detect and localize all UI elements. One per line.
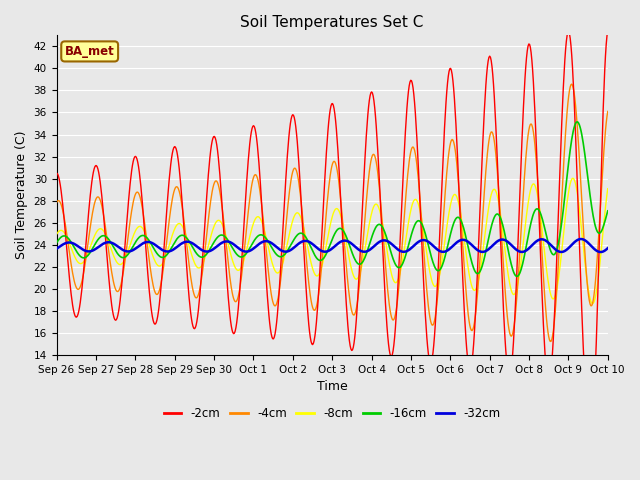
Text: BA_met: BA_met	[65, 45, 115, 58]
Y-axis label: Soil Temperature (C): Soil Temperature (C)	[15, 131, 28, 259]
X-axis label: Time: Time	[317, 380, 348, 393]
Title: Soil Temperatures Set C: Soil Temperatures Set C	[241, 15, 424, 30]
Legend: -2cm, -4cm, -8cm, -16cm, -32cm: -2cm, -4cm, -8cm, -16cm, -32cm	[159, 402, 506, 425]
